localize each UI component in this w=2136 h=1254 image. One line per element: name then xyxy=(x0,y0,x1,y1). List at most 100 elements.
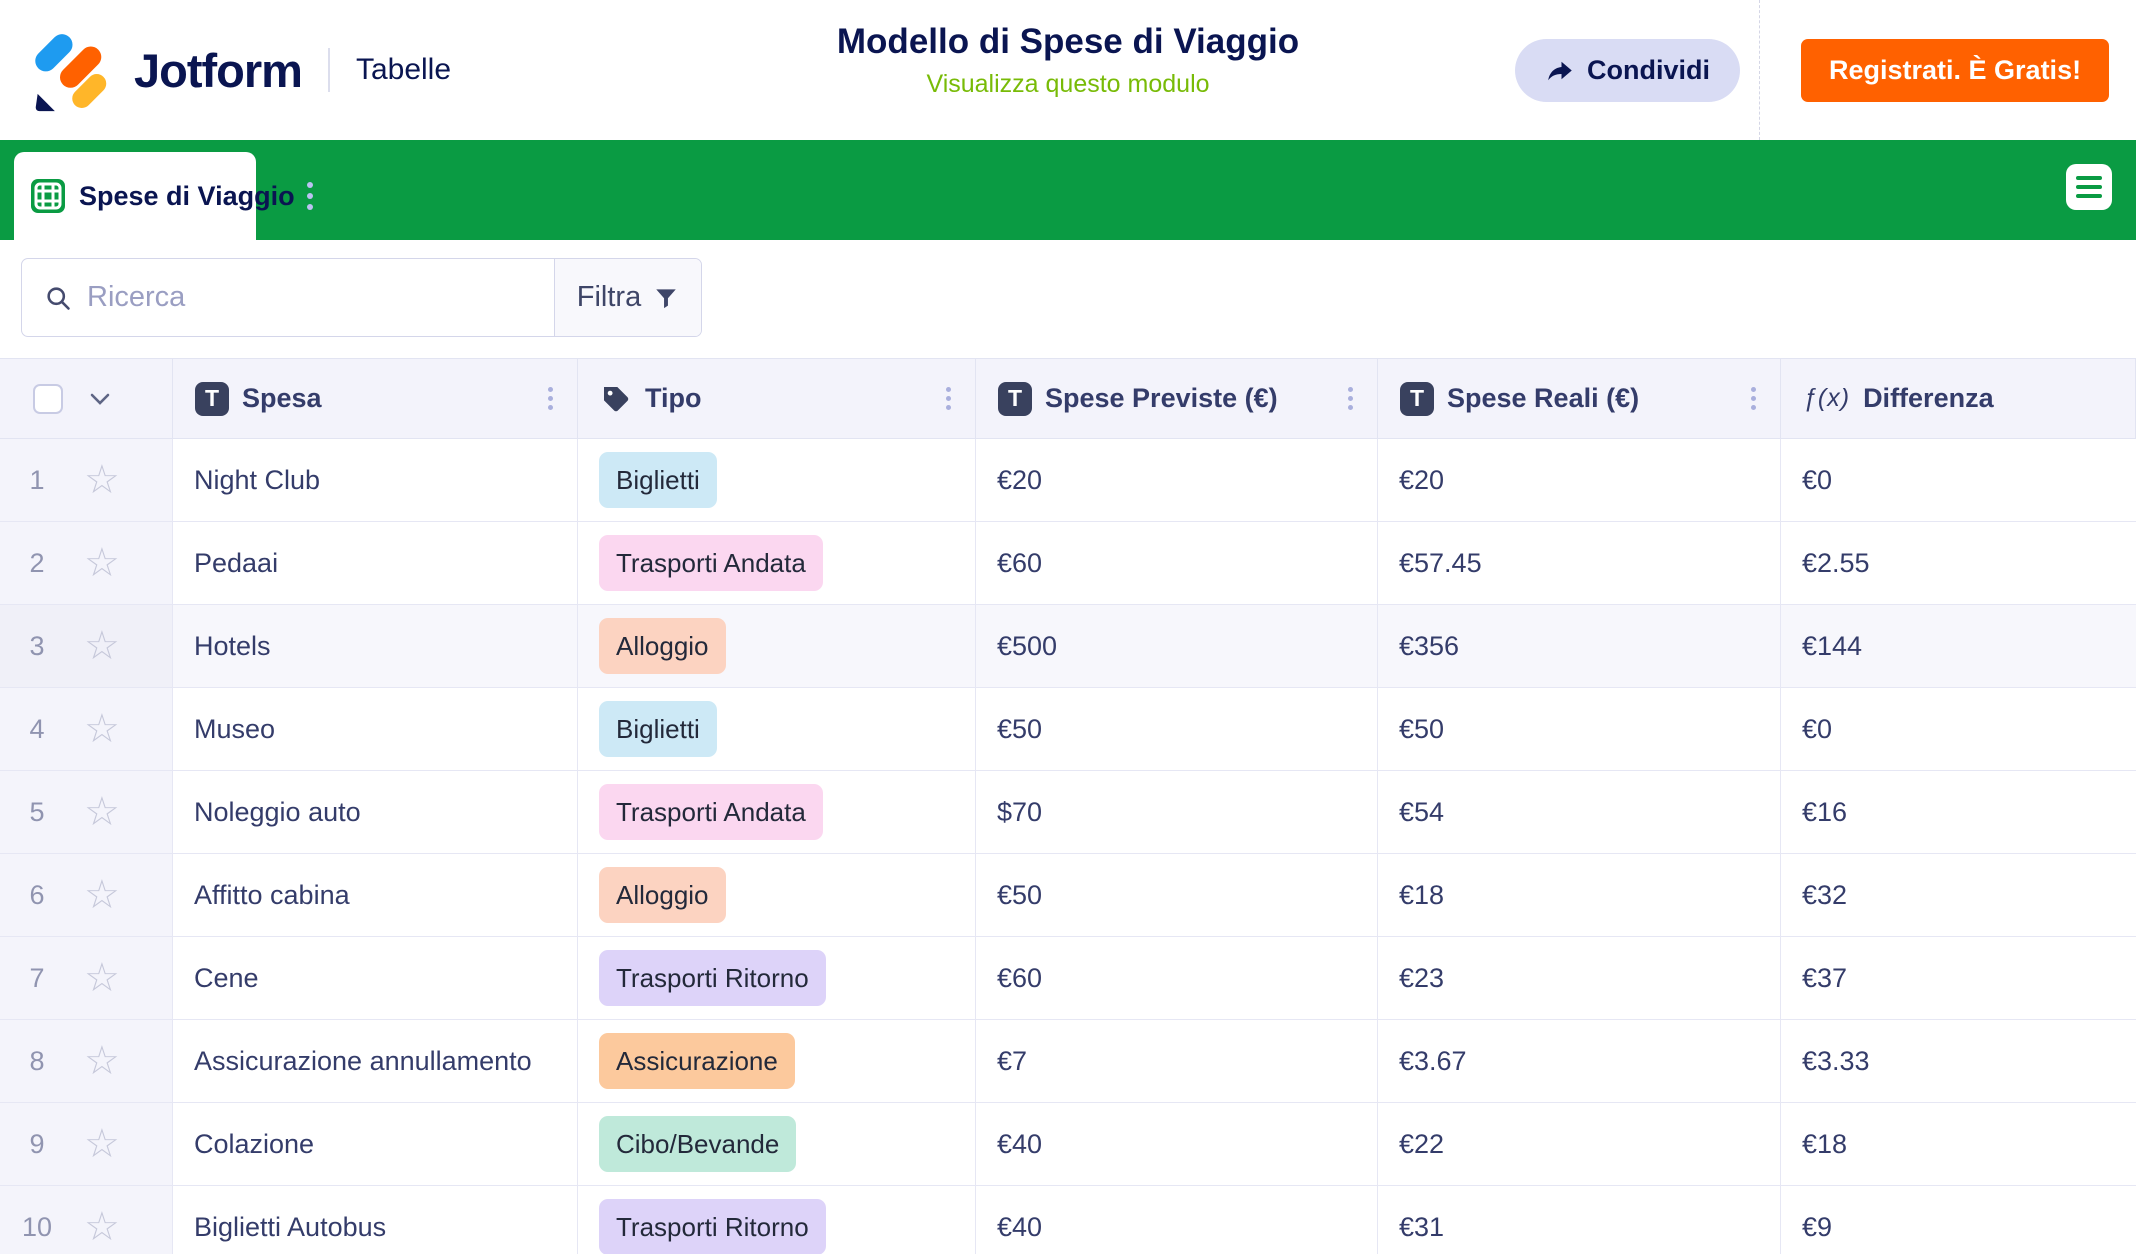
brand-area[interactable]: Jotform Tabelle xyxy=(30,0,451,140)
cell-spese-previste[interactable]: $70 xyxy=(976,771,1378,854)
cell-differenza[interactable]: €37 xyxy=(1781,937,2136,1020)
filter-funnel-icon xyxy=(656,288,676,308)
tab-spese-di-viaggio[interactable]: Spese di Viaggio xyxy=(14,152,313,240)
select-all-checkbox[interactable] xyxy=(33,383,63,414)
cell-spese-previste[interactable]: €7 xyxy=(976,1020,1378,1103)
cell-spese-reali[interactable]: €54 xyxy=(1378,771,1781,854)
cell-spese-reali[interactable]: €23 xyxy=(1378,937,1781,1020)
cell-spese-reali[interactable]: €3.67 xyxy=(1378,1020,1781,1103)
cell-differenza[interactable]: €0 xyxy=(1781,688,2136,771)
view-form-link[interactable]: Visualizza questo modulo xyxy=(926,70,1210,98)
chevron-down-icon[interactable] xyxy=(89,392,111,406)
star-icon[interactable]: ☆ xyxy=(84,624,120,668)
column-menu-icon[interactable] xyxy=(1751,387,1760,410)
cell-spese-previste[interactable]: €500 xyxy=(976,605,1378,688)
column-header-spese-previste[interactable]: T Spese Previste (€) xyxy=(976,359,1378,439)
cell-differenza[interactable]: €0 xyxy=(1781,439,2136,522)
cell-spese-previste[interactable]: €60 xyxy=(976,937,1378,1020)
cell-spese-reali[interactable]: €50 xyxy=(1378,688,1781,771)
star-icon[interactable]: ☆ xyxy=(84,1039,120,1083)
cell-tipo[interactable]: Biglietti xyxy=(578,688,976,771)
cell-spese-previste[interactable]: €20 xyxy=(976,439,1378,522)
cell-tipo[interactable]: Trasporti Andata xyxy=(578,522,976,605)
search-input[interactable] xyxy=(87,281,554,314)
cell-spese-reali[interactable]: €31 xyxy=(1378,1186,1781,1254)
cell-spese-reali[interactable]: €356 xyxy=(1378,605,1781,688)
row-index-cell: 2 ☆ xyxy=(0,522,173,605)
type-tag: Biglietti xyxy=(599,701,717,757)
sheet-list-menu-button[interactable] xyxy=(2066,164,2112,210)
cell-spesa[interactable]: Noleggio auto xyxy=(173,771,578,854)
row-index-cell: 6 ☆ xyxy=(0,854,173,937)
cell-spesa[interactable]: Affitto cabina xyxy=(173,854,578,937)
cell-tipo[interactable]: Cibo/Bevande xyxy=(578,1103,976,1186)
filter-button[interactable]: Filtra xyxy=(554,259,701,336)
star-icon[interactable]: ☆ xyxy=(84,1205,120,1249)
cell-spese-previste[interactable]: €60 xyxy=(976,522,1378,605)
cell-spesa[interactable]: Colazione xyxy=(173,1103,578,1186)
type-tag: Biglietti xyxy=(599,452,717,508)
star-icon[interactable]: ☆ xyxy=(84,458,120,502)
star-icon[interactable]: ☆ xyxy=(84,541,120,585)
cell-spese-previste[interactable]: €50 xyxy=(976,688,1378,771)
cell-differenza[interactable]: €2.55 xyxy=(1781,522,2136,605)
share-button[interactable]: Condividi xyxy=(1515,39,1740,102)
star-icon[interactable]: ☆ xyxy=(84,707,120,751)
type-tag: Trasporti Ritorno xyxy=(599,950,826,1006)
cell-spese-reali[interactable]: €18 xyxy=(1378,854,1781,937)
cell-spese-reali[interactable]: €57.45 xyxy=(1378,522,1781,605)
search-icon xyxy=(47,286,70,310)
cell-tipo[interactable]: Alloggio xyxy=(578,854,976,937)
column-label: Spesa xyxy=(242,383,322,413)
signup-button[interactable]: Registrati. È Gratis! xyxy=(1801,39,2110,102)
search-box[interactable] xyxy=(22,259,554,336)
column-header-differenza[interactable]: ƒ(x) Differenza xyxy=(1781,359,2136,439)
tab-label: Spese di Viaggio xyxy=(79,180,295,211)
column-menu-icon[interactable] xyxy=(946,387,955,410)
column-header-spese-reali[interactable]: T Spese Reali (€) xyxy=(1378,359,1781,439)
column-header-spesa[interactable]: T Spesa xyxy=(173,359,578,439)
star-icon[interactable]: ☆ xyxy=(84,956,120,1000)
cell-spese-previste[interactable]: €50 xyxy=(976,854,1378,937)
cell-spesa[interactable]: Museo xyxy=(173,688,578,771)
cell-spesa[interactable]: Pedaai xyxy=(173,522,578,605)
cell-differenza[interactable]: €3.33 xyxy=(1781,1020,2136,1103)
cell-differenza[interactable]: €32 xyxy=(1781,854,2136,937)
row-number: 4 xyxy=(29,713,45,744)
cell-spesa[interactable]: Assicurazione annullamento xyxy=(173,1020,578,1103)
row-number: 2 xyxy=(29,547,45,578)
row-number: 1 xyxy=(29,464,45,495)
cell-spese-reali[interactable]: €22 xyxy=(1378,1103,1781,1186)
cell-differenza[interactable]: €18 xyxy=(1781,1103,2136,1186)
star-icon[interactable]: ☆ xyxy=(84,790,120,834)
cell-spesa[interactable]: Hotels xyxy=(173,605,578,688)
cell-tipo[interactable]: Biglietti xyxy=(578,439,976,522)
column-header-tipo[interactable]: Tipo xyxy=(578,359,976,439)
star-icon[interactable]: ☆ xyxy=(84,1122,120,1166)
cell-spese-previste[interactable]: €40 xyxy=(976,1103,1378,1186)
cell-differenza[interactable]: €144 xyxy=(1781,605,2136,688)
tab-options-icon[interactable] xyxy=(306,182,313,210)
column-menu-icon[interactable] xyxy=(1348,387,1357,410)
column-label: Spese Reali (€) xyxy=(1447,383,1640,413)
page-title-block: Modello di Spese di Viaggio Visualizza q… xyxy=(837,22,1299,99)
cell-spesa[interactable]: Cene xyxy=(173,937,578,1020)
type-tag: Assicurazione xyxy=(599,1033,795,1089)
cell-spese-reali[interactable]: €20 xyxy=(1378,439,1781,522)
cell-differenza[interactable]: €9 xyxy=(1781,1186,2136,1254)
cell-differenza[interactable]: €16 xyxy=(1781,771,2136,854)
cell-spesa[interactable]: Biglietti Autobus xyxy=(173,1186,578,1254)
cell-tipo[interactable]: Trasporti Ritorno xyxy=(578,1186,976,1254)
star-icon[interactable]: ☆ xyxy=(84,873,120,917)
cell-tipo[interactable]: Assicurazione xyxy=(578,1020,976,1103)
cell-spese-previste[interactable]: €40 xyxy=(976,1186,1378,1254)
product-name: Tabelle xyxy=(355,53,452,86)
cell-tipo[interactable]: Trasporti Andata xyxy=(578,771,976,854)
type-tag: Alloggio xyxy=(599,867,726,923)
cell-tipo[interactable]: Alloggio xyxy=(578,605,976,688)
cell-spesa[interactable]: Night Club xyxy=(173,439,578,522)
row-index-cell: 8 ☆ xyxy=(0,1020,173,1103)
column-menu-icon[interactable] xyxy=(548,387,557,410)
cell-tipo[interactable]: Trasporti Ritorno xyxy=(578,937,976,1020)
